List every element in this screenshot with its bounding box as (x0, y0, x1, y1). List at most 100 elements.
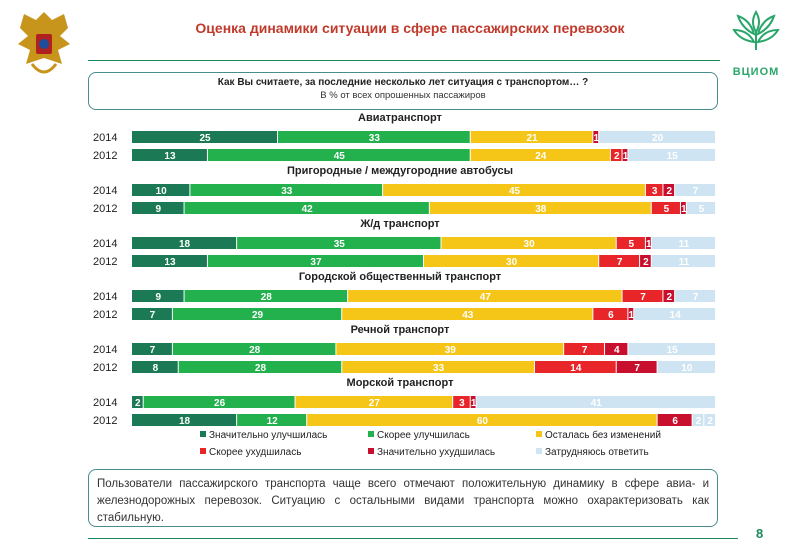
bar-value-label: 6 (672, 416, 678, 427)
bar-value-label: 47 (480, 292, 492, 303)
bar-segment (605, 343, 628, 355)
legend-label: Значительно ухудшилась (377, 447, 495, 458)
bar-value-label: 30 (524, 239, 536, 250)
question-box: Как Вы считаете, за последние несколько … (88, 72, 718, 110)
bar-segment (132, 343, 172, 355)
year-label: 2012 (93, 256, 117, 268)
legend-label: Значительно улучшилась (209, 430, 327, 441)
bar-segment (686, 202, 715, 214)
bar-value-label: 7 (617, 257, 623, 268)
bar-segment (172, 308, 342, 320)
bar-segment (348, 290, 622, 302)
bar-segment (470, 149, 610, 161)
bar-segment (645, 184, 663, 196)
bar-value-label: 27 (369, 398, 381, 409)
bar-value-label: 3 (459, 398, 465, 409)
bar-segment (342, 308, 593, 320)
bar-segment (184, 202, 429, 214)
bar-value-label: 38 (535, 204, 547, 215)
bar-value-label: 43 (462, 310, 474, 321)
bar-value-label: 26 (214, 398, 226, 409)
bar-segment (692, 414, 704, 426)
bar-value-label: 15 (667, 151, 679, 162)
bar-value-label: 10 (156, 186, 168, 197)
bar-segment (663, 290, 675, 302)
bar-segment (132, 414, 237, 426)
bar-segment (278, 131, 470, 143)
bar-value-label: 1 (681, 204, 687, 215)
page-number: 8 (756, 526, 764, 541)
bar-value-label: 7 (150, 345, 156, 356)
year-label: 2012 (93, 150, 117, 162)
bar-segment (190, 184, 383, 196)
bar-value-label: 20 (652, 133, 664, 144)
bar-value-label: 15 (667, 345, 679, 356)
bar-value-label: 9 (155, 204, 161, 215)
bar-value-label: 14 (570, 363, 582, 374)
bar-value-label: 7 (693, 292, 699, 303)
bar-segment (470, 131, 593, 143)
bar-value-label: 39 (445, 345, 457, 356)
year-label: 2012 (93, 415, 117, 427)
bar-value-label: 3 (652, 186, 658, 197)
bar-value-label: 12 (267, 416, 279, 427)
bar-segment (207, 255, 423, 267)
group-title: Городской общественный транспорт (299, 271, 502, 283)
year-label: 2012 (93, 203, 117, 215)
bar-value-label: 2 (666, 292, 672, 303)
bar-segment (628, 343, 715, 355)
footer-divider (88, 538, 738, 539)
bar-segment (342, 361, 534, 373)
year-label: 2014 (93, 397, 117, 409)
legend-swatch (368, 431, 374, 437)
bar-value-label: 28 (261, 292, 273, 303)
bar-value-label: 33 (433, 363, 445, 374)
year-label: 2014 (93, 185, 117, 197)
bar-segment (172, 343, 336, 355)
bar-value-label: 41 (591, 398, 603, 409)
bar-segment (132, 184, 190, 196)
legend-label: Осталась без изменений (545, 429, 661, 441)
bar-value-label: 5 (629, 239, 635, 250)
bar-value-label: 33 (369, 133, 381, 144)
bar-segment (610, 149, 622, 161)
bar-value-label: 2 (135, 398, 141, 409)
bar-segment (534, 361, 616, 373)
bar-segment (704, 414, 715, 426)
bar-value-label: 9 (155, 292, 161, 303)
bar-value-label: 37 (310, 257, 322, 268)
bar-value-label: 35 (334, 239, 346, 250)
bar-value-label: 18 (179, 416, 191, 427)
year-label: 2012 (93, 309, 117, 321)
bar-value-label: 7 (640, 292, 646, 303)
bar-segment (132, 308, 172, 320)
bar-segment (178, 361, 342, 373)
question-text: Как Вы считаете, за последние несколько … (217, 77, 589, 88)
bar-value-label: 5 (664, 204, 670, 215)
title-divider (88, 60, 720, 61)
bar-segment (622, 149, 628, 161)
bar-segment (470, 396, 476, 408)
bar-segment (424, 255, 599, 267)
bar-value-label: 2 (707, 416, 713, 427)
bar-segment (675, 184, 715, 196)
bar-segment (657, 361, 715, 373)
bar-segment (622, 290, 663, 302)
bar-value-label: 10 (681, 363, 693, 374)
bar-value-label: 13 (164, 257, 176, 268)
bar-value-label: 25 (199, 133, 211, 144)
bar-segment (651, 255, 715, 267)
vciom-logo-text: ВЦИОМ (732, 66, 780, 78)
bar-segment (132, 202, 184, 214)
bar-value-label: 28 (249, 345, 261, 356)
bar-value-label: 45 (509, 186, 521, 197)
bar-segment (599, 131, 715, 143)
year-label: 2014 (93, 291, 117, 303)
bar-segment (663, 184, 675, 196)
bar-segment (237, 414, 307, 426)
bar-segment (476, 396, 715, 408)
bar-value-label: 4 (614, 345, 620, 356)
bar-segment (564, 343, 605, 355)
summary-box: Пользователи пассажирского транспорта ча… (88, 469, 718, 527)
bar-segment (237, 237, 441, 249)
